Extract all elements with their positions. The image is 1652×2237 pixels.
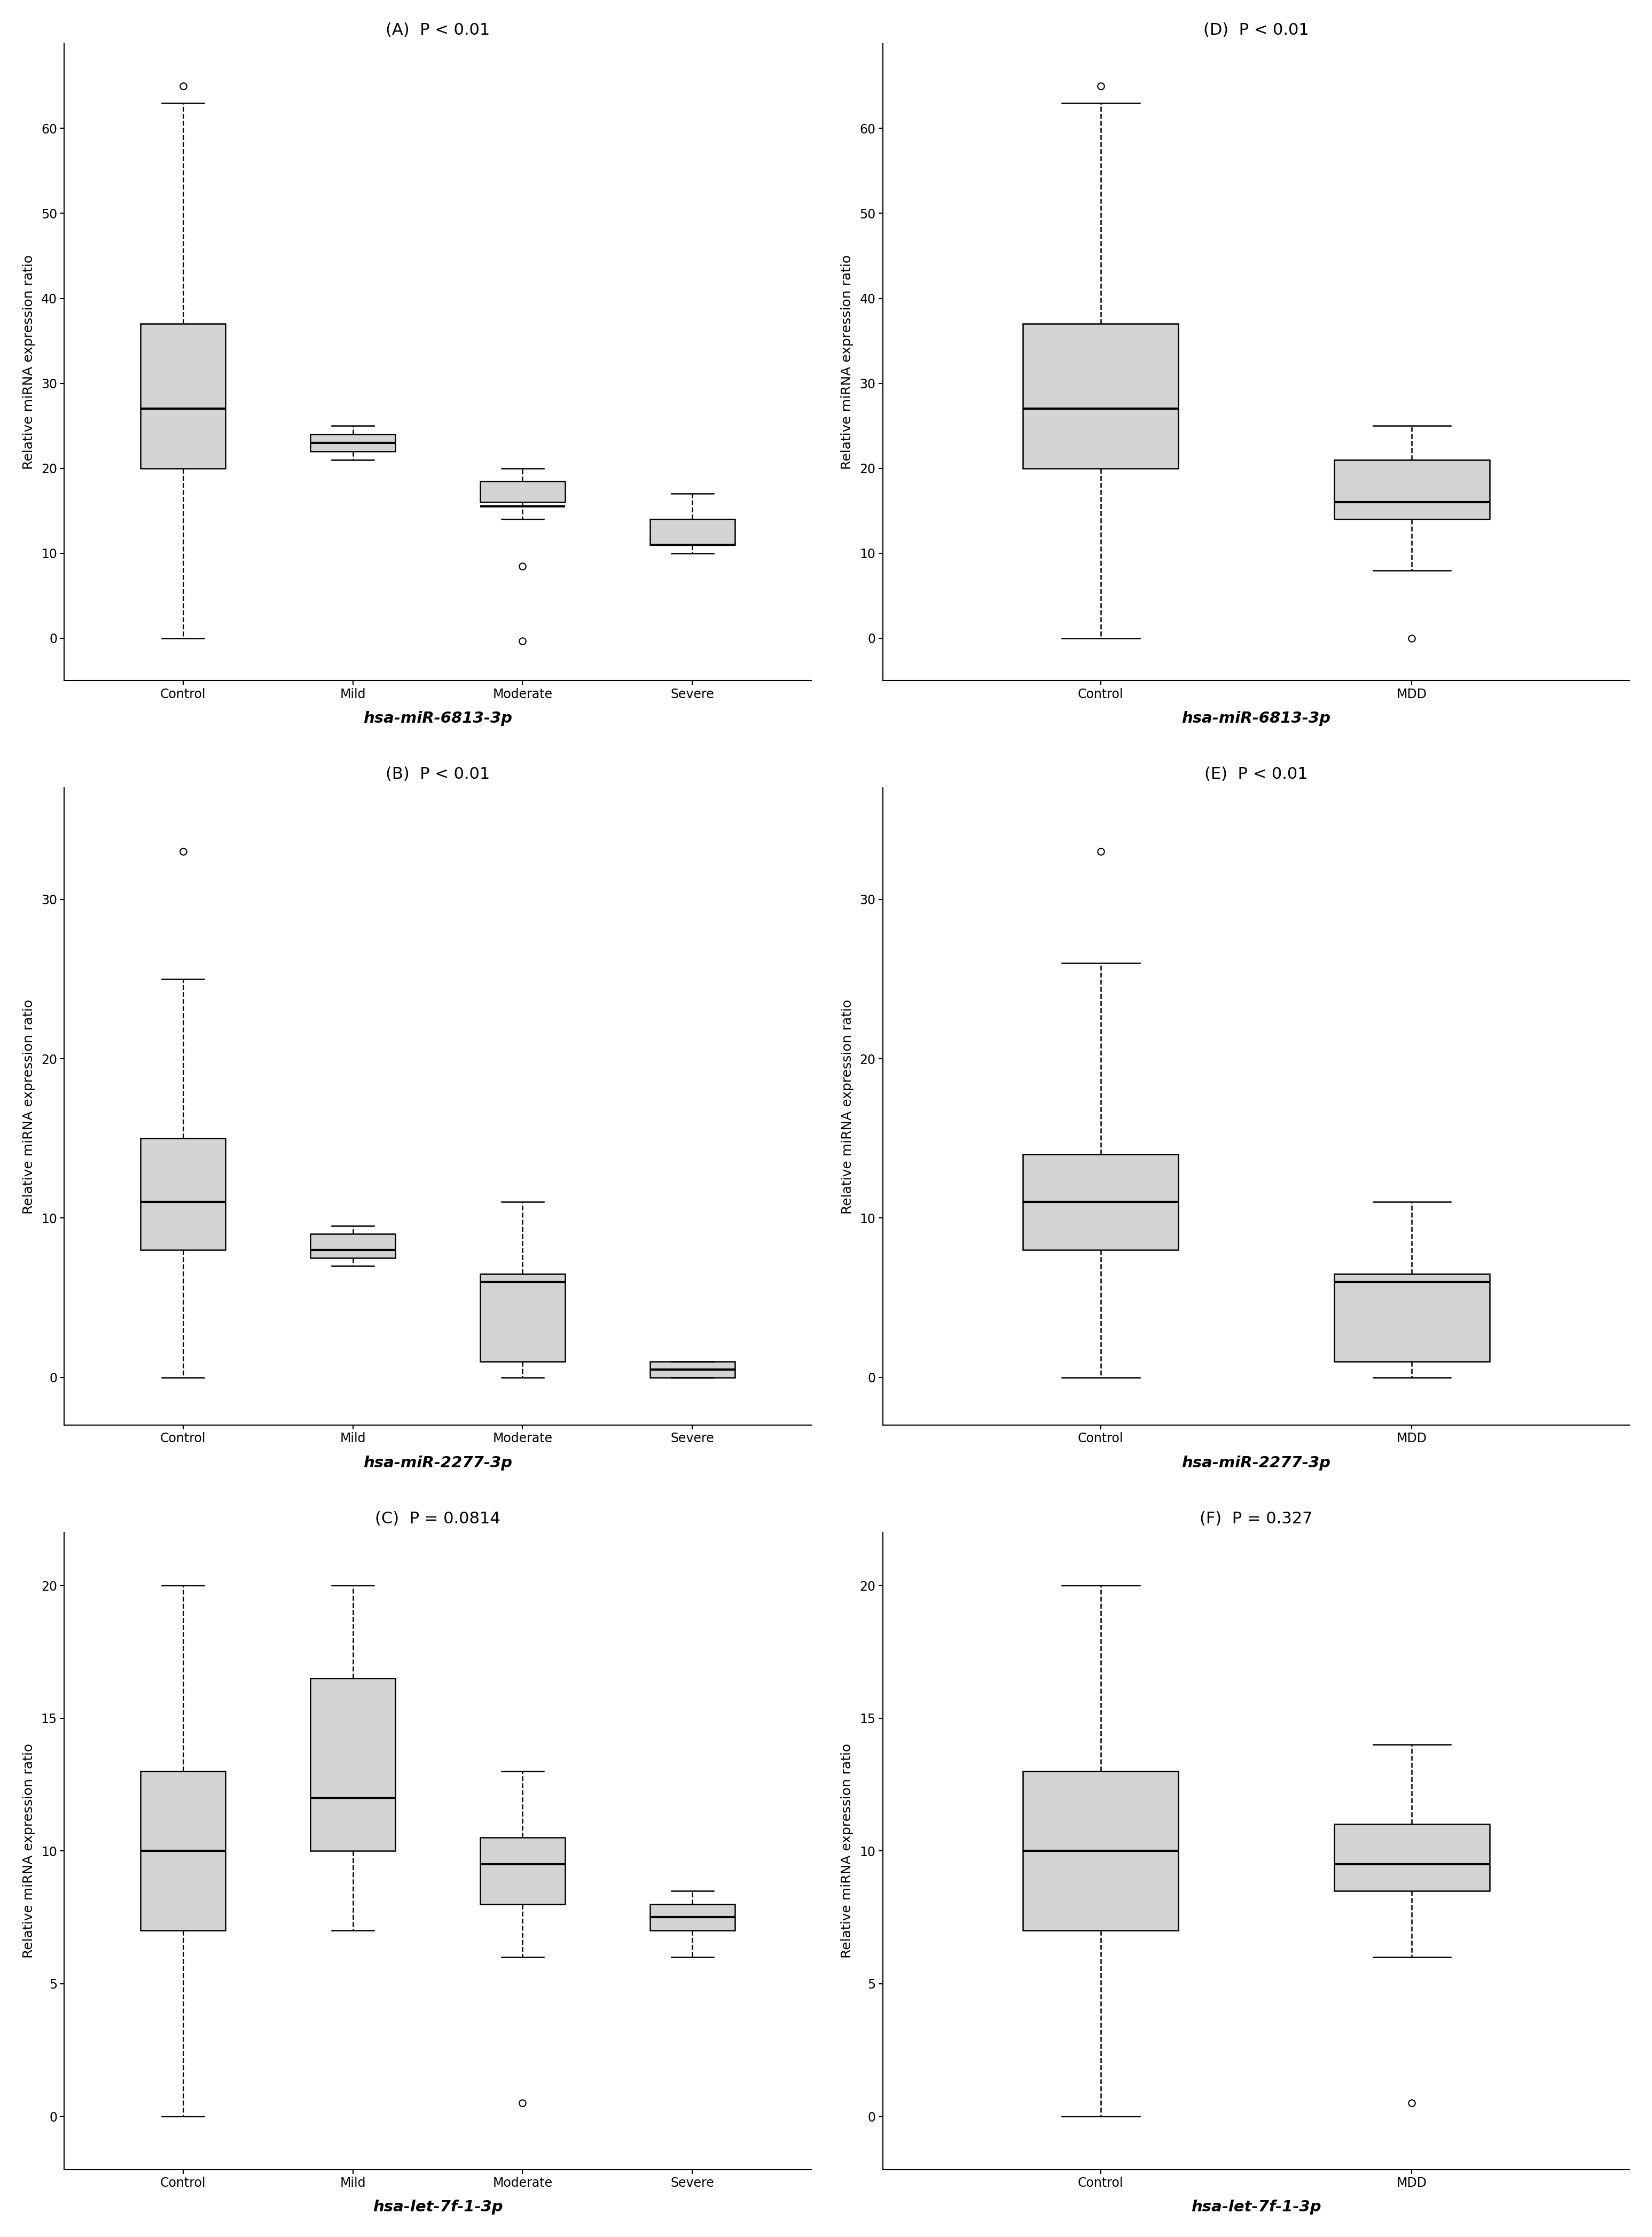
X-axis label: hsa-miR-6813-3p: hsa-miR-6813-3p	[1181, 711, 1332, 725]
PathPatch shape	[649, 519, 735, 546]
Title: (E)  P < 0.01: (E) P < 0.01	[1204, 767, 1308, 783]
PathPatch shape	[311, 1678, 395, 1850]
X-axis label: hsa-let-7f-1-3p: hsa-let-7f-1-3p	[373, 2199, 502, 2215]
PathPatch shape	[481, 1273, 565, 1362]
PathPatch shape	[1023, 324, 1178, 468]
Title: (D)  P < 0.01: (D) P < 0.01	[1203, 22, 1308, 38]
Y-axis label: Relative miRNA expression ratio: Relative miRNA expression ratio	[841, 1000, 854, 1215]
X-axis label: hsa-miR-2277-3p: hsa-miR-2277-3p	[1181, 1456, 1332, 1470]
Title: (C)  P = 0.0814: (C) P = 0.0814	[375, 1512, 501, 1526]
PathPatch shape	[481, 481, 565, 503]
Y-axis label: Relative miRNA expression ratio: Relative miRNA expression ratio	[841, 255, 854, 470]
Title: (B)  P < 0.01: (B) P < 0.01	[385, 767, 491, 783]
X-axis label: hsa-miR-2277-3p: hsa-miR-2277-3p	[363, 1456, 512, 1470]
PathPatch shape	[1335, 461, 1490, 519]
X-axis label: hsa-miR-6813-3p: hsa-miR-6813-3p	[363, 711, 512, 725]
PathPatch shape	[1023, 1154, 1178, 1250]
PathPatch shape	[649, 1904, 735, 1931]
Y-axis label: Relative miRNA expression ratio: Relative miRNA expression ratio	[21, 255, 35, 470]
PathPatch shape	[311, 434, 395, 452]
PathPatch shape	[649, 1362, 735, 1378]
X-axis label: hsa-let-7f-1-3p: hsa-let-7f-1-3p	[1191, 2199, 1322, 2215]
PathPatch shape	[1335, 1273, 1490, 1362]
PathPatch shape	[481, 1837, 565, 1904]
PathPatch shape	[140, 324, 225, 468]
PathPatch shape	[140, 1772, 225, 1931]
Title: (A)  P < 0.01: (A) P < 0.01	[385, 22, 491, 38]
Y-axis label: Relative miRNA expression ratio: Relative miRNA expression ratio	[23, 1000, 35, 1215]
PathPatch shape	[140, 1139, 225, 1250]
PathPatch shape	[311, 1235, 395, 1257]
Y-axis label: Relative miRNA expression ratio: Relative miRNA expression ratio	[23, 1743, 35, 1957]
Y-axis label: Relative miRNA expression ratio: Relative miRNA expression ratio	[841, 1743, 854, 1957]
PathPatch shape	[1023, 1772, 1178, 1931]
Title: (F)  P = 0.327: (F) P = 0.327	[1199, 1512, 1313, 1526]
PathPatch shape	[1335, 1825, 1490, 1890]
